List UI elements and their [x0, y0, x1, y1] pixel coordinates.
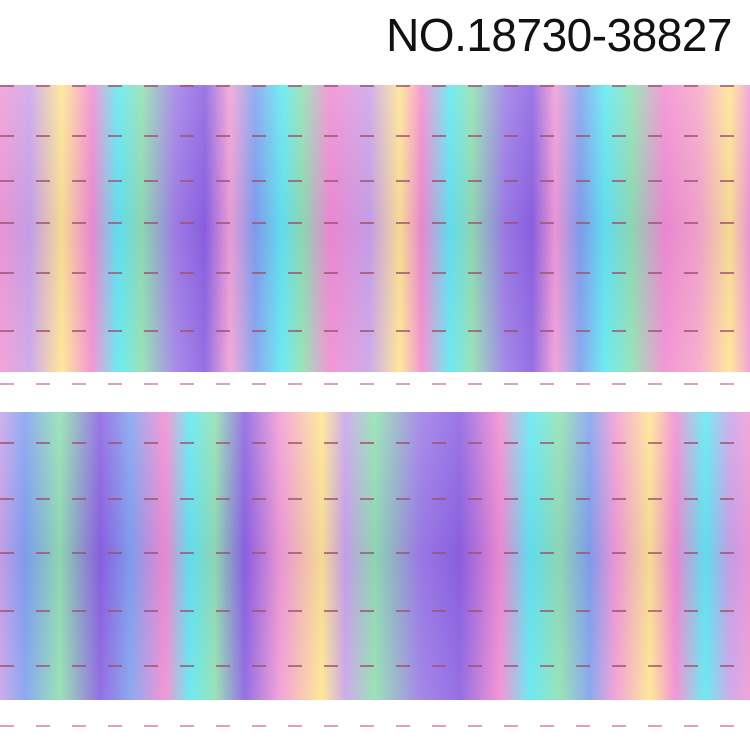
stitch-line [0, 498, 750, 500]
stitch-line [0, 180, 750, 182]
ribbon-top [0, 85, 750, 372]
stitch-line [0, 383, 750, 385]
stitch-line [0, 135, 750, 137]
ribbon-bottom [0, 412, 750, 700]
stitch-line [0, 442, 750, 444]
ribbon-shade [0, 85, 750, 372]
product-code: NO.18730-38827 [386, 9, 732, 61]
stitch-line [0, 552, 750, 554]
stitch-line [0, 610, 750, 612]
stitch-line [0, 222, 750, 224]
stitch-line [0, 725, 750, 727]
ribbon-shade [0, 412, 750, 700]
stitch-line [0, 330, 750, 332]
stitch-line [0, 85, 750, 87]
stitch-line [0, 665, 750, 667]
stitch-line [0, 272, 750, 274]
